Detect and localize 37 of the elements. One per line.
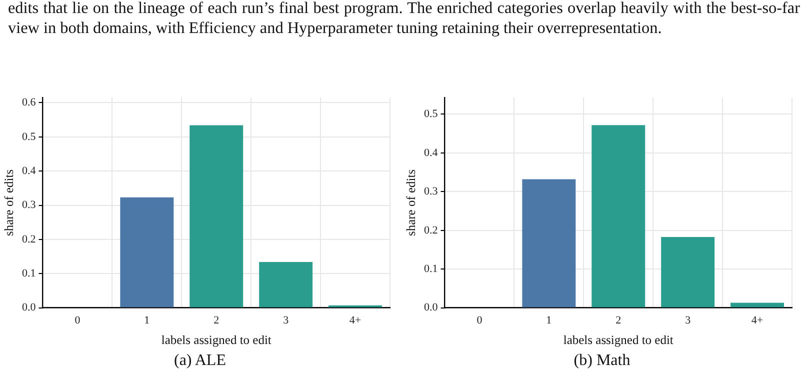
y-tick-label: 0.5 — [22, 130, 36, 143]
y-tick-label: 0.5 — [424, 108, 438, 120]
y-tick-label: 0.1 — [22, 268, 36, 280]
x-tick-label: 0 — [476, 314, 483, 326]
y-tick-label: 0.2 — [424, 224, 438, 236]
bar — [661, 236, 715, 308]
y-tick-label: 0.3 — [424, 186, 438, 198]
y-axis-title: share of edits — [404, 169, 418, 236]
bar — [120, 197, 174, 308]
text: (a) ALE — [173, 352, 227, 370]
y-axis-title: share of edits — [2, 169, 16, 236]
bar — [592, 125, 646, 308]
x-tick-label: 2 — [214, 314, 220, 326]
x-tick-label: 1 — [546, 314, 552, 326]
x-tick-label: 3 — [283, 314, 290, 326]
y-tick-label: 0.0 — [424, 302, 438, 314]
x-axis-title: labels assigned to edit — [161, 332, 272, 347]
y-tick-label: 0.1 — [424, 262, 438, 275]
y-tick-label: 0.2 — [22, 233, 36, 246]
y-tick-label: 0.4 — [424, 146, 438, 159]
bar — [522, 179, 576, 308]
x-tick-label: 2 — [616, 314, 622, 326]
y-tick-label: 0.3 — [22, 199, 36, 212]
x-tick-label: 1 — [144, 314, 150, 326]
x-tick-label: 0 — [74, 314, 81, 326]
y-tick-label: 0.0 — [22, 302, 36, 314]
bar — [259, 262, 313, 308]
x-tick-label: 4+ — [349, 314, 362, 326]
y-tick-label: 0.4 — [22, 164, 36, 177]
y-tick-label: 0.6 — [22, 96, 36, 109]
bar — [730, 302, 784, 308]
text: edits that lie on the lineage of each run’s final best program. The enriched categories overlap heavily with the best-so-far view in both domains, with Efficiency and Hyperparameter tuning retaining their overrepresentation. — [8, 0, 800, 38]
bar — [190, 125, 244, 308]
x-tick-label: 3 — [685, 314, 692, 326]
x-tick-label: 4+ — [751, 314, 764, 326]
x-axis-title: labels assigned to edit — [563, 332, 674, 347]
text: (b) Math — [572, 352, 632, 370]
